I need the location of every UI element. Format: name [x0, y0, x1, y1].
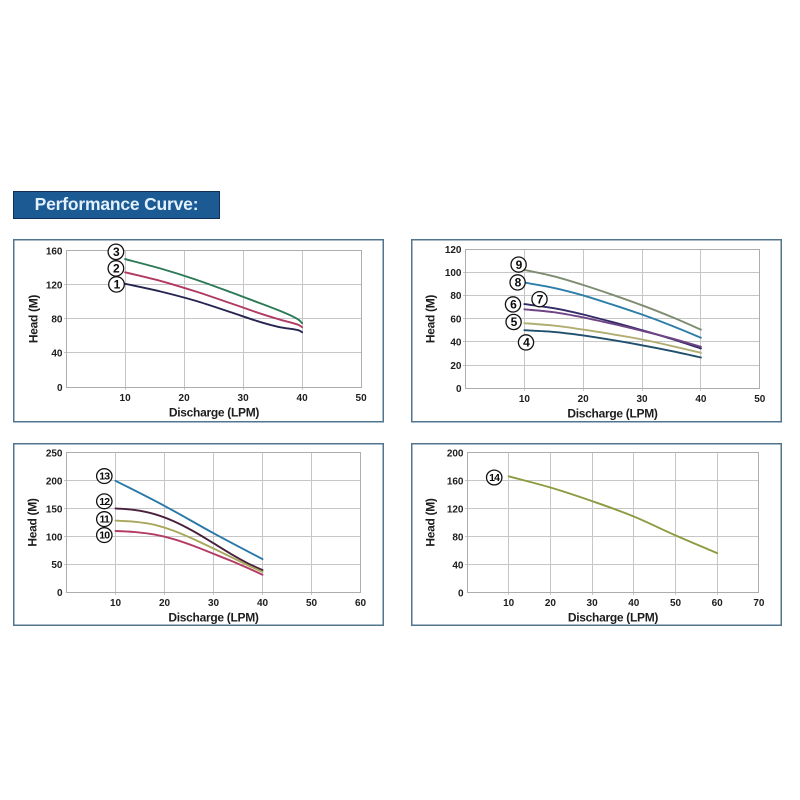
svg-text:14: 14: [489, 472, 500, 484]
svg-text:4: 4: [523, 336, 530, 350]
svg-text:50: 50: [355, 393, 367, 404]
svg-text:8: 8: [515, 276, 522, 290]
svg-text:60: 60: [712, 598, 724, 609]
svg-text:40: 40: [695, 394, 707, 405]
svg-text:250: 250: [45, 448, 62, 459]
svg-text:100: 100: [445, 268, 462, 279]
svg-text:40: 40: [452, 560, 464, 571]
svg-text:Head (M): Head (M): [25, 498, 39, 547]
svg-text:20: 20: [178, 393, 190, 404]
svg-text:10: 10: [99, 529, 110, 541]
svg-text:50: 50: [305, 598, 317, 609]
svg-text:20: 20: [450, 361, 462, 372]
svg-text:0: 0: [56, 383, 62, 394]
svg-text:30: 30: [207, 598, 219, 609]
svg-text:80: 80: [450, 291, 462, 302]
svg-text:100: 100: [45, 532, 62, 543]
svg-text:10: 10: [109, 598, 121, 609]
svg-text:12: 12: [99, 496, 110, 508]
svg-text:80: 80: [51, 315, 63, 326]
svg-text:Head (M): Head (M): [26, 295, 40, 344]
svg-text:70: 70: [753, 598, 765, 609]
svg-text:80: 80: [452, 532, 464, 543]
svg-text:10: 10: [519, 394, 531, 405]
svg-text:3: 3: [112, 245, 119, 259]
svg-text:30: 30: [636, 394, 648, 405]
svg-text:6: 6: [510, 298, 517, 312]
svg-text:9: 9: [516, 258, 523, 272]
svg-text:50: 50: [754, 394, 766, 405]
svg-text:13: 13: [99, 470, 110, 482]
svg-text:40: 40: [628, 598, 640, 609]
svg-text:120: 120: [445, 245, 462, 256]
svg-text:7: 7: [537, 292, 544, 306]
svg-text:20: 20: [578, 394, 590, 405]
svg-text:40: 40: [450, 338, 462, 349]
svg-text:0: 0: [458, 588, 464, 599]
svg-text:Discharge (LPM): Discharge (LPM): [567, 407, 657, 421]
svg-text:10: 10: [119, 393, 131, 404]
svg-text:150: 150: [45, 504, 62, 515]
svg-text:Head (M): Head (M): [424, 498, 438, 547]
svg-text:50: 50: [51, 560, 63, 571]
svg-text:Head (M): Head (M): [424, 295, 438, 344]
svg-text:10: 10: [503, 598, 515, 609]
svg-text:160: 160: [447, 476, 464, 487]
svg-text:40: 40: [296, 393, 308, 404]
svg-text:20: 20: [545, 598, 557, 609]
svg-text:0: 0: [56, 588, 62, 599]
svg-text:200: 200: [45, 476, 62, 487]
svg-text:5: 5: [511, 315, 518, 329]
svg-text:Discharge (LPM): Discharge (LPM): [568, 610, 658, 624]
svg-text:40: 40: [256, 598, 268, 609]
svg-text:30: 30: [237, 393, 249, 404]
svg-text:50: 50: [670, 598, 682, 609]
svg-text:30: 30: [587, 598, 599, 609]
svg-text:200: 200: [447, 448, 464, 459]
svg-text:Discharge (LPM): Discharge (LPM): [168, 406, 258, 420]
svg-text:1: 1: [113, 278, 120, 292]
svg-text:11: 11: [99, 513, 109, 525]
svg-text:Discharge (LPM): Discharge (LPM): [168, 610, 258, 624]
svg-text:60: 60: [450, 314, 462, 325]
svg-text:2: 2: [112, 262, 119, 276]
svg-text:0: 0: [456, 384, 462, 395]
svg-text:60: 60: [354, 598, 366, 609]
svg-text:120: 120: [45, 281, 62, 292]
svg-text:20: 20: [158, 598, 170, 609]
svg-text:160: 160: [45, 246, 62, 257]
svg-text:120: 120: [447, 504, 464, 515]
svg-text:40: 40: [51, 349, 63, 360]
